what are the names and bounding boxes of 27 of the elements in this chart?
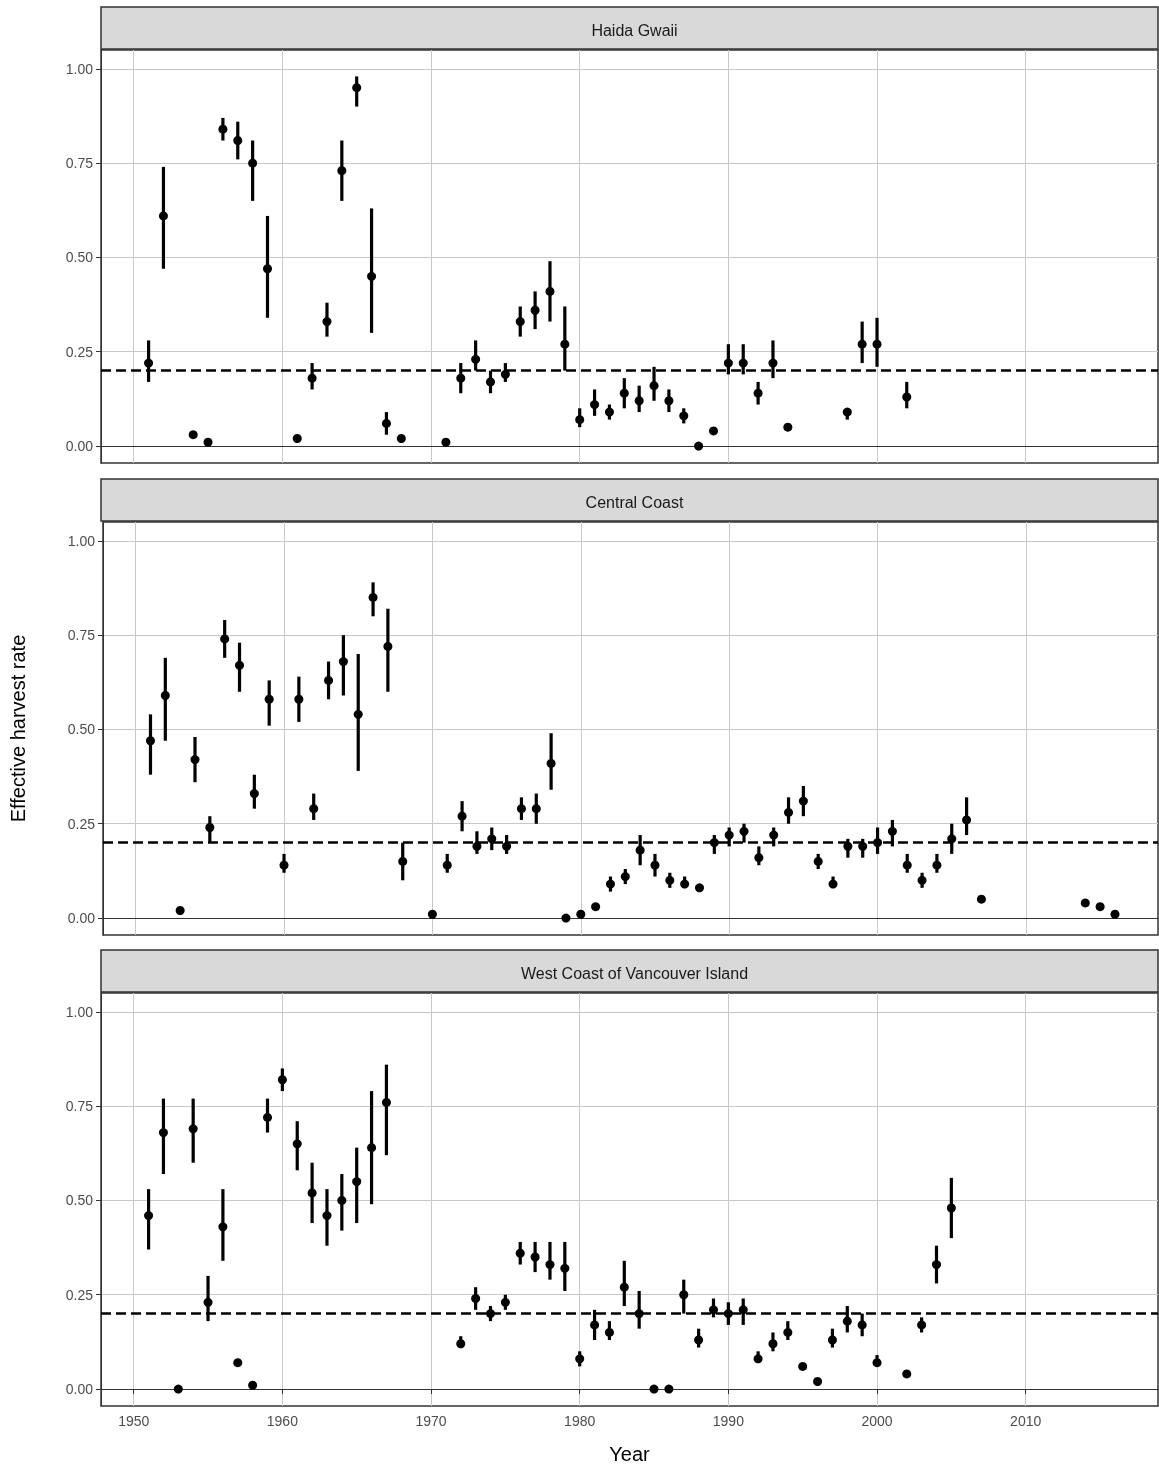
- x-tick-label: 2010: [1010, 1413, 1042, 1429]
- y-tick-label: 1.00: [67, 532, 96, 549]
- x-tick-label: 1980: [564, 1413, 596, 1429]
- x-tick-label: 1970: [415, 1413, 447, 1429]
- y-tick-label: 1.00: [65, 1003, 94, 1020]
- x-tick-label: 1990: [712, 1413, 745, 1429]
- y-tick-label: 0.75: [67, 627, 96, 644]
- y-tick-label: 0.75: [65, 1098, 94, 1115]
- y-tick-label: 0.00: [65, 1381, 94, 1398]
- y-tick-label: 0.50: [65, 249, 94, 266]
- x-tick-label: 1960: [266, 1413, 299, 1429]
- x-tick-label: 2000: [861, 1413, 893, 1429]
- x-tick-label: 1950: [118, 1413, 150, 1429]
- y-tick-label: 0.50: [67, 721, 96, 738]
- y-axis-title: Effective harvest rate: [7, 634, 29, 823]
- y-tick-label: 0.50: [65, 1192, 94, 1209]
- x-axis-title: Year: [609, 1443, 651, 1465]
- y-tick-label: 0.25: [65, 343, 94, 360]
- y-tick-label: 0.00: [65, 438, 94, 455]
- y-tick-label: 0.00: [67, 910, 96, 927]
- y-tick-label: 1.00: [65, 60, 94, 77]
- chart-title: Central Coast: [585, 493, 684, 511]
- chart-title: West Coast of Vancouver Island: [520, 964, 749, 982]
- y-tick-label: 0.75: [65, 155, 94, 172]
- chart-title: Haida Gwaii: [591, 21, 678, 39]
- y-tick-label: 0.25: [67, 815, 96, 832]
- y-tick-label: 0.25: [65, 1286, 94, 1303]
